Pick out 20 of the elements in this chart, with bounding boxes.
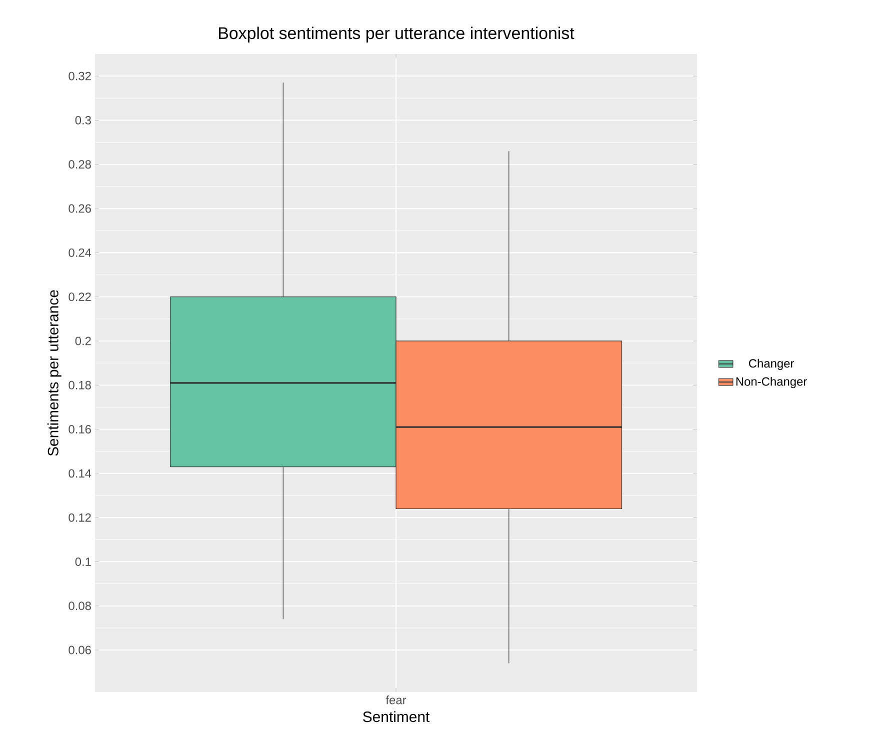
legend-label: Non-Changer: [736, 376, 807, 388]
x-axis-title: Sentiment: [363, 711, 430, 722]
chart-title: Boxplot sentiments per utterance interventionist: [219, 26, 574, 42]
y-axis-title: Sentiments per utterance: [47, 290, 62, 456]
y-tick-label: 0.12: [68, 513, 91, 522]
y-tick-label: 0.06: [68, 646, 91, 654]
y-tick-label: 0.2: [75, 336, 91, 346]
y-tick-label: 0.28: [68, 160, 91, 169]
y-tick-label: 0.32: [68, 72, 91, 80]
y-tick-label: 0.1: [75, 558, 91, 566]
x-tick-label: fear: [386, 696, 406, 704]
y-tick-label: 0.26: [68, 204, 91, 213]
y-tick-label: 0.22: [68, 292, 91, 302]
legend-label: Changer: [748, 358, 794, 370]
y-tick-label: 0.24: [68, 248, 92, 257]
y-tick-label: 0.18: [68, 380, 91, 390]
y-tick-label: 0.3: [75, 116, 91, 124]
y-tick-label: 0.08: [68, 602, 91, 610]
y-tick-label: 0.16: [68, 425, 91, 434]
y-tick-label: 0.14: [68, 469, 92, 478]
